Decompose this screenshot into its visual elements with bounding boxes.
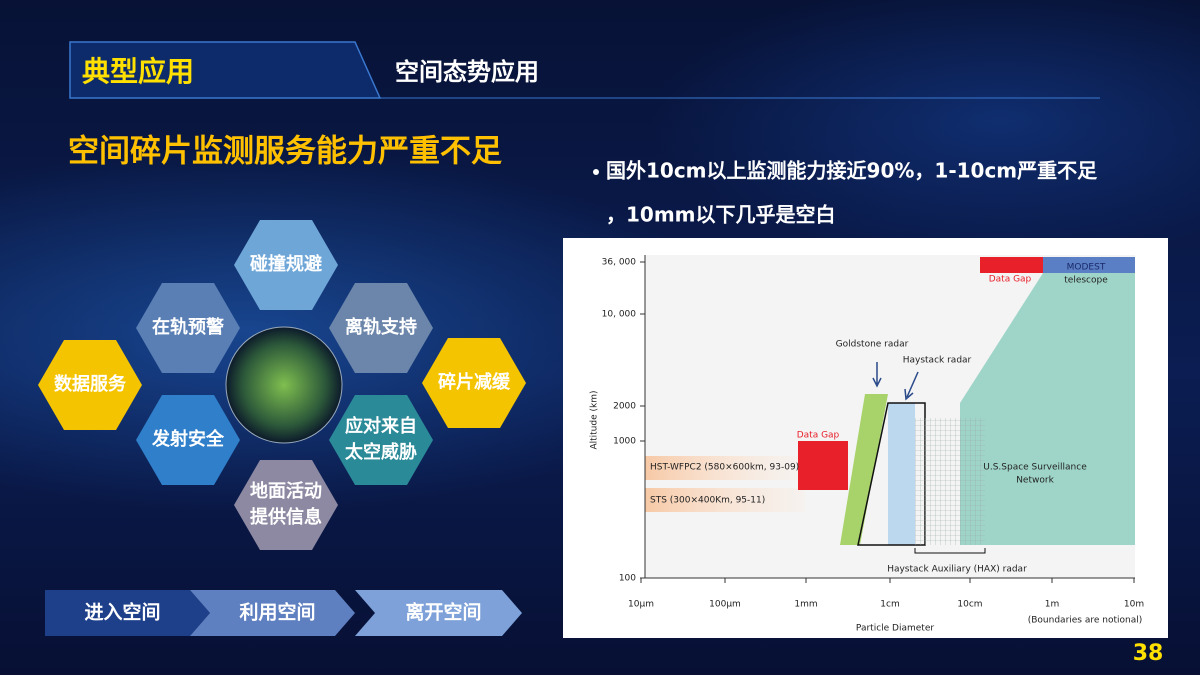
x-tick-label: 1cm (880, 600, 899, 610)
data-gap-label: Data Gap (989, 275, 1032, 285)
goldstone-region (840, 394, 888, 545)
data-gap-top (980, 257, 1043, 273)
hexagon-label: 碰撞规避 (250, 253, 322, 275)
hexagon-label: 应对来自 (345, 415, 417, 437)
hexagon-label: 离轨支持 (345, 316, 417, 338)
x-tick-label: 10μm (628, 600, 654, 610)
hax-region (915, 418, 985, 545)
hax-bracket (914, 548, 986, 554)
modest-label: telescope (1064, 276, 1108, 286)
y-tick-label: 10, 000 (602, 310, 637, 320)
y-axis-label: Altitude (km) (590, 390, 600, 449)
earth-image (225, 326, 343, 444)
y-tick-label: 100 (619, 574, 636, 584)
hexagon-label: 在轨预警 (152, 316, 224, 338)
ssn-region (960, 273, 1135, 545)
hexagon (422, 337, 526, 429)
note: (Boundaries are notional) (1028, 616, 1143, 626)
header-section: 空间态势应用 (395, 58, 539, 86)
y-tick-label: 36, 000 (602, 258, 637, 268)
x-tick-label: 1m (1045, 600, 1060, 610)
haystack-region (857, 402, 926, 546)
modest-region (1043, 257, 1135, 273)
sts-band (645, 488, 805, 512)
y-tick-label: 2000 (613, 402, 636, 412)
header-tag: 典型应用 (82, 55, 194, 88)
x-tick-label: 1mm (794, 600, 817, 610)
bullet-text: ，10mm以下几乎是空白 (606, 203, 836, 227)
phase-arrow (45, 590, 210, 636)
hst-band (645, 456, 798, 480)
hexagon-label: 地面活动 (250, 480, 322, 502)
hexagon (329, 282, 433, 374)
goldstone-label: Goldstone radar (836, 340, 909, 350)
phase-arrow (355, 590, 522, 636)
hexagon (38, 339, 142, 431)
bullet-text: 国外10cm以上监测能力接近90%，1-10cm严重不足 (606, 159, 1098, 183)
x-tick-label: 10m (1124, 600, 1144, 610)
data-gap-left (798, 441, 848, 490)
page-number: 38 (1133, 641, 1164, 666)
hexagon-label: 碎片减缓 (438, 371, 511, 393)
arrow (872, 362, 882, 388)
phase-arrow (190, 590, 355, 636)
haystack-fill (888, 403, 915, 545)
hexagon-label: 数据服务 (54, 373, 127, 395)
hexagon-label: 太空威胁 (345, 441, 417, 463)
haystack-label: Haystack radar (903, 356, 972, 366)
arrow (904, 371, 919, 401)
data-gap-label: Data Gap (797, 431, 840, 441)
hexagon (136, 394, 240, 486)
bullet-dot (593, 169, 599, 175)
phase-label: 离开空间 (405, 601, 481, 624)
hexagon (234, 459, 338, 551)
ssn-label: Network (1016, 476, 1054, 486)
ssn-label: U.S.Space Surveillance (983, 463, 1087, 473)
hst-label: HST-WFPC2 (580×600km, 93-09) (650, 463, 799, 473)
figure: 36, 000 10, 000 2000 1000 100 10μm 100μm 1mm 1cm… (563, 238, 1168, 638)
hexagon (329, 394, 433, 486)
modest-label: MODEST (1067, 263, 1106, 273)
hexagon-label: 提供信息 (250, 506, 322, 528)
hexagon (136, 282, 240, 374)
x-tick-label: 100μm (709, 600, 741, 610)
hexagon (234, 219, 338, 311)
hexagon-label: 发射安全 (151, 428, 225, 450)
hax-label: Haystack Auxiliary (HAX) radar (887, 565, 1027, 575)
headline: 空间碎片监测服务能力严重不足 (68, 134, 502, 170)
phase-label: 进入空间 (84, 601, 160, 624)
y-tick-label: 1000 (613, 437, 636, 447)
x-tick-label: 10cm (957, 600, 982, 610)
sts-label: STS (300×400Km, 95-11) (650, 496, 765, 506)
x-axis-label: Particle Diameter (856, 624, 934, 634)
phase-label: 利用空间 (239, 601, 315, 624)
